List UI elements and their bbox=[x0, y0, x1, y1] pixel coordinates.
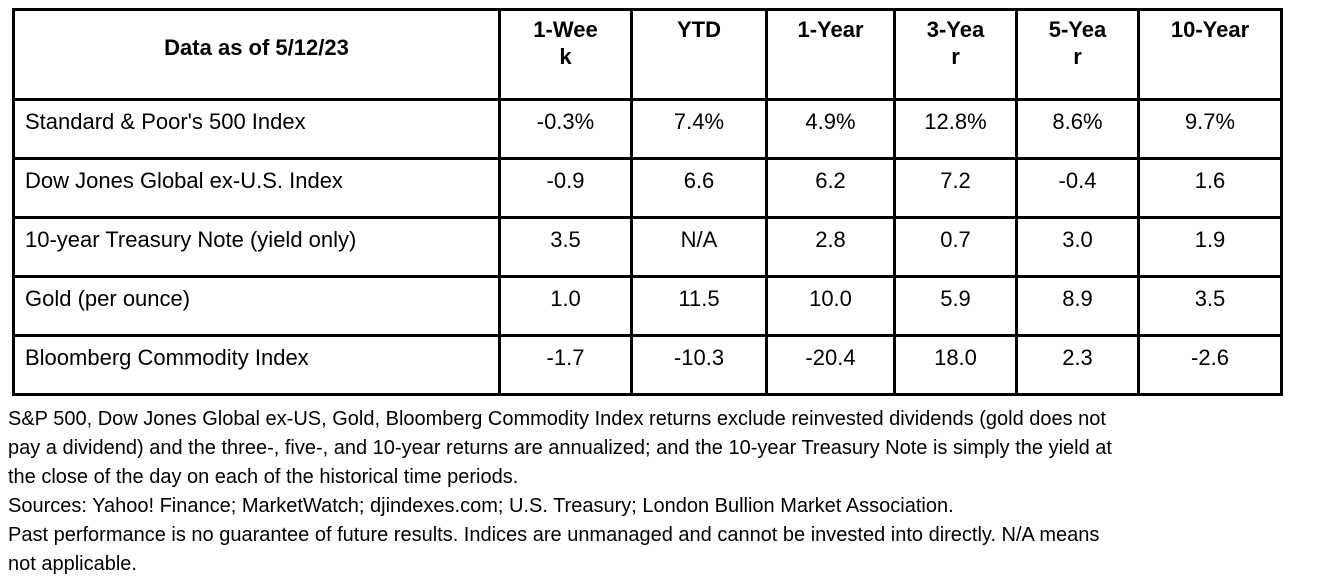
footnote-disclaimer: Past performance is no guarantee of futu… bbox=[8, 524, 1100, 575]
footnote-returns-methodology: S&P 500, Dow Jones Global ex-US, Gold, B… bbox=[8, 408, 1112, 488]
value-cell: 0.7 bbox=[893, 216, 1018, 278]
value-cell: -0.3% bbox=[498, 98, 633, 160]
header-cell-3-year: 3-Yea r bbox=[893, 8, 1018, 101]
value-cell: -10.3 bbox=[630, 334, 768, 396]
value-cell: 6.6 bbox=[630, 157, 768, 219]
market-returns-table: Data as of 5/12/23 1-Wee k YTD 1-Year 3-… bbox=[12, 8, 1283, 396]
footnote-sources: Sources: Yahoo! Finance; MarketWatch; dj… bbox=[8, 495, 954, 517]
value-cell: 11.5 bbox=[630, 275, 768, 337]
value-cell: 8.6% bbox=[1015, 98, 1140, 160]
value-cell: N/A bbox=[630, 216, 768, 278]
value-cell: 7.4% bbox=[630, 98, 768, 160]
header-cell-1-week: 1-Wee k bbox=[498, 8, 633, 101]
value-cell: -0.4 bbox=[1015, 157, 1140, 219]
row-label-sp500: Standard & Poor's 500 Index bbox=[12, 98, 501, 160]
value-cell: -1.7 bbox=[498, 334, 633, 396]
value-cell: 10.0 bbox=[765, 275, 896, 337]
value-cell: 3.0 bbox=[1015, 216, 1140, 278]
value-cell: 1.0 bbox=[498, 275, 633, 337]
table-row-sp500: Standard & Poor's 500 Index -0.3% 7.4% 4… bbox=[12, 98, 1283, 160]
table-row-dow-global: Dow Jones Global ex-U.S. Index -0.9 6.6 … bbox=[12, 157, 1283, 219]
value-cell: 1.9 bbox=[1137, 216, 1283, 278]
row-label-bloomberg-commodity: Bloomberg Commodity Index bbox=[12, 334, 501, 396]
value-cell: 1.6 bbox=[1137, 157, 1283, 219]
header-cell-ytd: YTD bbox=[630, 8, 768, 101]
row-label-treasury-note: 10-year Treasury Note (yield only) bbox=[12, 216, 501, 278]
value-cell: 3.5 bbox=[498, 216, 633, 278]
value-cell: -2.6 bbox=[1137, 334, 1283, 396]
value-cell: 2.8 bbox=[765, 216, 896, 278]
value-cell: 2.3 bbox=[1015, 334, 1140, 396]
value-cell: 18.0 bbox=[893, 334, 1018, 396]
row-label-dow-global: Dow Jones Global ex-U.S. Index bbox=[12, 157, 501, 219]
value-cell: 12.8% bbox=[893, 98, 1018, 160]
value-cell: 4.9% bbox=[765, 98, 896, 160]
value-cell: -0.9 bbox=[498, 157, 633, 219]
value-cell: 6.2 bbox=[765, 157, 896, 219]
header-cell-data-as-of: Data as of 5/12/23 bbox=[12, 8, 501, 101]
header-cell-5-year: 5-Yea r bbox=[1015, 8, 1140, 101]
header-cell-10-year: 10-Year bbox=[1137, 8, 1283, 101]
value-cell: -20.4 bbox=[765, 334, 896, 396]
table-row-gold: Gold (per ounce) 1.0 11.5 10.0 5.9 8.9 3… bbox=[12, 275, 1283, 337]
value-cell: 5.9 bbox=[893, 275, 1018, 337]
table-row-bloomberg-commodity: Bloomberg Commodity Index -1.7 -10.3 -20… bbox=[12, 334, 1283, 396]
value-cell: 9.7% bbox=[1137, 98, 1283, 160]
value-cell: 7.2 bbox=[893, 157, 1018, 219]
header-row: Data as of 5/12/23 1-Wee k YTD 1-Year 3-… bbox=[12, 8, 1283, 101]
row-label-gold: Gold (per ounce) bbox=[12, 275, 501, 337]
footnotes: S&P 500, Dow Jones Global ex-US, Gold, B… bbox=[8, 405, 1334, 579]
value-cell: 3.5 bbox=[1137, 275, 1283, 337]
table-row-treasury-note: 10-year Treasury Note (yield only) 3.5 N… bbox=[12, 216, 1283, 278]
header-cell-1-year: 1-Year bbox=[765, 8, 896, 101]
value-cell: 8.9 bbox=[1015, 275, 1140, 337]
